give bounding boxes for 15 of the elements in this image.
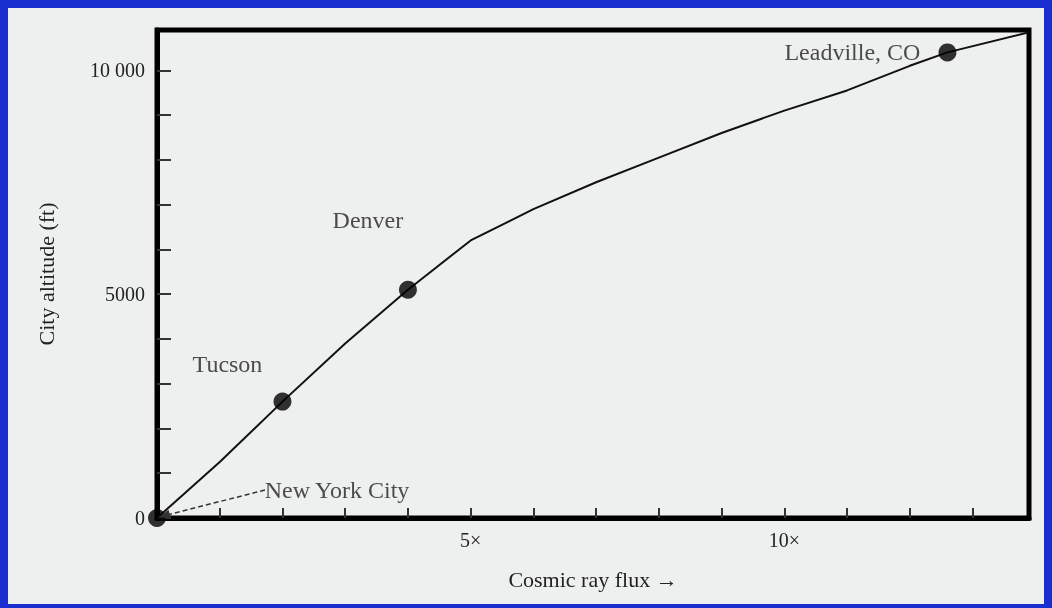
annotation: Denver <box>332 206 404 233</box>
y-tick-label: 10 000 <box>90 59 145 82</box>
point <box>938 43 957 62</box>
x-tick-label: 10× <box>768 529 800 551</box>
y-tick-label: 5000 <box>105 283 145 306</box>
x-tick-label: 5× <box>460 529 482 551</box>
point <box>398 280 417 299</box>
point <box>273 392 292 411</box>
annotation: Leadville, CO <box>784 39 921 66</box>
point <box>148 509 166 527</box>
y-axis-title: City altitude (ft) <box>33 202 59 346</box>
y-tick-label: 0 <box>135 507 145 529</box>
x-axis-title: Cosmic ray flux → <box>508 566 678 592</box>
annotation: Tucson <box>192 350 263 377</box>
annotation: New York City <box>264 477 410 503</box>
